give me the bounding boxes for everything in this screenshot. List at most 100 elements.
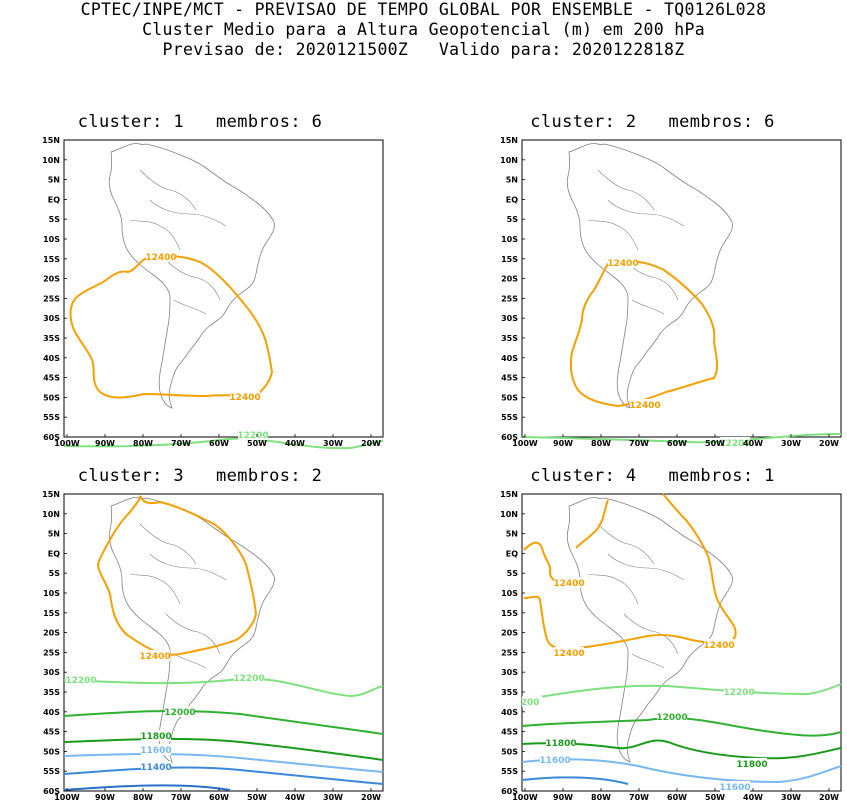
contour-label: 200 <box>521 698 540 708</box>
contour-label: 11800 <box>736 760 767 770</box>
lat-tick-label: 15N <box>42 490 60 499</box>
contour-12400 <box>69 254 274 399</box>
contour-label: 12400 <box>139 652 170 662</box>
lat-tick-label: 30S <box>43 668 60 677</box>
panel-title: cluster: 4 membros: 1 <box>530 466 775 486</box>
lat-tick-label: 10N <box>42 156 60 165</box>
contour-label: 11800 <box>140 732 171 742</box>
lat-tick-label: 60S <box>43 433 60 442</box>
contour-label: 12400 <box>703 641 734 651</box>
country-border <box>129 219 181 251</box>
lon-tick-label: 80W <box>133 793 153 802</box>
country-border <box>165 259 221 301</box>
contour-label: 12200 <box>723 688 754 698</box>
contour-label: 12400 <box>553 649 584 659</box>
lat-tick-label: 10N <box>500 156 518 165</box>
lat-tick-label: 35S <box>501 688 518 697</box>
lat-tick-label: 35S <box>43 688 60 697</box>
lon-tick-label: 70W <box>171 793 191 802</box>
lat-tick-label: 15S <box>43 255 60 264</box>
lat-tick-label: 40S <box>43 708 60 717</box>
lon-tick-label: 40W <box>743 439 763 448</box>
lon-tick-label: 90W <box>553 793 573 802</box>
contour-label: 11600 <box>539 756 570 766</box>
coastline <box>108 497 275 763</box>
lat-tick-label: 5N <box>506 530 518 539</box>
lon-tick-label: 30W <box>781 439 801 448</box>
lon-tick-label: 70W <box>629 439 649 448</box>
lat-tick-label: EQ <box>506 549 518 558</box>
contour-label: 11600 <box>140 746 171 756</box>
country-border <box>631 299 665 315</box>
header-dates: Previsao de: 2020121500Z Valido para: 20… <box>162 40 685 59</box>
lat-tick-label: 50S <box>43 393 60 402</box>
country-border <box>597 523 655 565</box>
lat-tick-label: 5N <box>48 176 60 185</box>
country-border <box>631 653 665 669</box>
lat-tick-label: 5S <box>507 569 519 578</box>
lat-tick-label: 30S <box>501 314 518 323</box>
lat-tick-label: 55S <box>43 413 60 422</box>
contour-label: 12000 <box>164 708 195 718</box>
lat-tick-label: 15N <box>42 136 60 145</box>
contour-label: 12400 <box>629 401 660 411</box>
panel-cluster-4: cluster: 4 membros: 1 12400 12400 12400 … <box>458 464 847 803</box>
lon-tick-label: 90W <box>553 439 573 448</box>
map-plot: 12400 12400 12200 12000 11800 11600 15N1… <box>42 136 384 450</box>
contour-12400-north <box>575 499 609 549</box>
country-border <box>587 219 639 251</box>
contour-12400-west <box>523 541 569 584</box>
lon-tick-label: 40W <box>285 793 305 802</box>
header-title: CPTEC/INPE/MCT - PREVISAO DE TEMPO GLOBA… <box>80 0 767 19</box>
lat-tick-label: 10S <box>501 235 518 244</box>
contour-12000 <box>63 709 384 735</box>
panel-title: cluster: 1 membros: 6 <box>77 112 323 132</box>
country-border <box>129 573 181 605</box>
lon-tick-label: 30W <box>323 439 343 448</box>
lon-tick-label: 70W <box>171 439 191 448</box>
lat-tick-label: 40S <box>43 354 60 363</box>
contour-label: 12400 <box>553 579 584 589</box>
lat-tick-label: EQ <box>506 195 518 204</box>
lat-tick-label: 50S <box>501 393 518 402</box>
contour-label: 12200 <box>233 674 264 684</box>
lat-tick-label: 45S <box>43 728 60 737</box>
lat-tick-label: 25S <box>43 294 60 303</box>
lon-tick-label: 90W <box>95 793 115 802</box>
lon-tick-label: 90W <box>95 439 115 448</box>
lat-tick-label: 20S <box>43 275 60 284</box>
lon-tick-label: 20W <box>361 793 381 802</box>
country-border <box>173 653 207 669</box>
lon-tick-label: 100W <box>512 439 538 448</box>
lat-tick-label: 25S <box>501 294 518 303</box>
lat-tick-label: 60S <box>43 787 60 796</box>
map-frame <box>63 139 384 438</box>
lat-tick-label: 15S <box>501 255 518 264</box>
lat-tick-label: 10N <box>500 510 518 519</box>
lat-tick-label: 30S <box>43 314 60 323</box>
figure-header: CPTEC/INPE/MCT - PREVISAO DE TEMPO GLOBA… <box>0 0 847 60</box>
lat-tick-label: 5S <box>507 215 519 224</box>
lat-tick-label: 5S <box>49 215 61 224</box>
lon-tick-label: 20W <box>361 439 381 448</box>
panel-title: cluster: 3 membros: 2 <box>77 466 323 486</box>
lon-tick-label: 60W <box>667 439 687 448</box>
lat-tick-label: 20S <box>501 629 518 638</box>
lon-tick-label: 40W <box>743 793 763 802</box>
contour-11800 <box>521 739 842 760</box>
lon-tick-label: 50W <box>247 793 267 802</box>
lat-tick-label: 45S <box>501 728 518 737</box>
contour-11400 <box>63 766 384 785</box>
contour-label: 12400 <box>229 393 260 403</box>
lat-tick-label: 5N <box>506 176 518 185</box>
lat-tick-label: 25S <box>43 648 60 657</box>
lat-tick-label: 55S <box>501 413 518 422</box>
contour-11600 <box>521 758 842 784</box>
country-border <box>597 169 655 211</box>
map-frame <box>63 493 384 792</box>
lat-tick-label: 10S <box>501 589 518 598</box>
lat-tick-label: 45S <box>501 374 518 383</box>
contour-label: 12400 <box>607 259 638 269</box>
lat-tick-label: 20S <box>43 629 60 638</box>
lat-tick-label: EQ <box>48 549 60 558</box>
